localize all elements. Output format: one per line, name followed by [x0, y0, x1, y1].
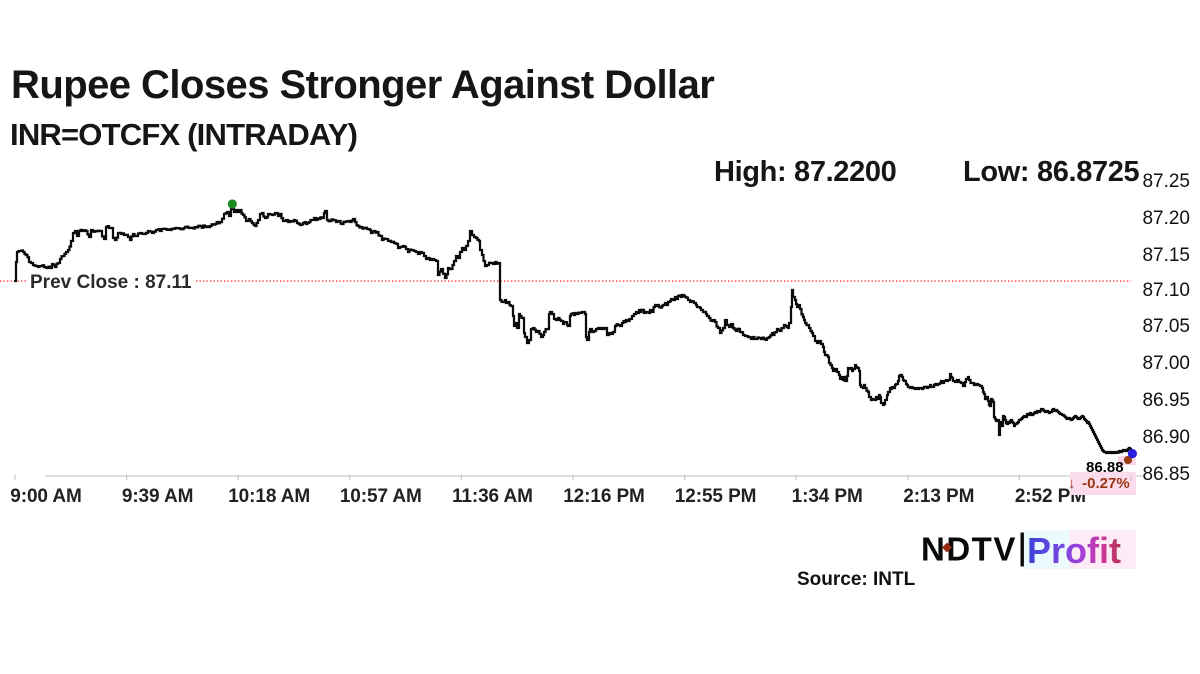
svg-text:Profit: Profit — [1027, 530, 1121, 571]
svg-text:86.88: 86.88 — [1086, 459, 1124, 476]
svg-text:NDTV: NDTV — [921, 531, 1017, 568]
